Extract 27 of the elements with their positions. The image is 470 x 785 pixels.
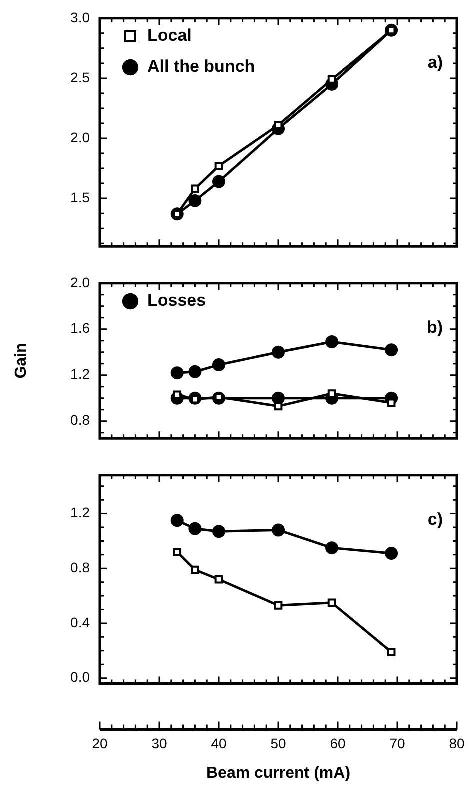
y-tick-label: 1.6 xyxy=(70,320,90,336)
y-tick-label: 0.8 xyxy=(70,412,90,428)
annotation: b) xyxy=(426,318,443,338)
y-tick-label: 2.5 xyxy=(70,69,90,86)
x-tick-label: 50 xyxy=(270,736,286,752)
annotation: c) xyxy=(428,510,443,530)
y-tick-label: 0.8 xyxy=(70,559,90,576)
y-axis-title: Gain xyxy=(13,343,30,379)
x-tick-label: 20 xyxy=(92,736,108,752)
y-tick-label: 3.0 xyxy=(70,9,90,26)
y-tick-label: 0.4 xyxy=(70,614,90,630)
x-tick-label: 40 xyxy=(211,736,227,752)
y-tick-label: 1.5 xyxy=(70,189,90,206)
y-tick-label: 2.0 xyxy=(70,274,90,290)
x-tick-label: 70 xyxy=(390,736,406,752)
x-tick-label: 30 xyxy=(152,736,168,752)
annotation: a) xyxy=(428,53,443,72)
y-tick-label: 1.2 xyxy=(70,504,90,521)
legend-label: All the bunch xyxy=(148,57,256,76)
legend-label: Local xyxy=(148,26,192,46)
x-tick-label: 60 xyxy=(330,736,346,752)
y-tick-label: 1.2 xyxy=(70,366,90,382)
y-tick-label: 0.0 xyxy=(70,669,90,686)
x-axis-title: Beam current (mA) xyxy=(206,764,351,782)
y-tick-label: 2.0 xyxy=(70,129,90,146)
legend-label: Losses xyxy=(148,291,206,310)
x-tick-label: 80 xyxy=(449,736,465,752)
